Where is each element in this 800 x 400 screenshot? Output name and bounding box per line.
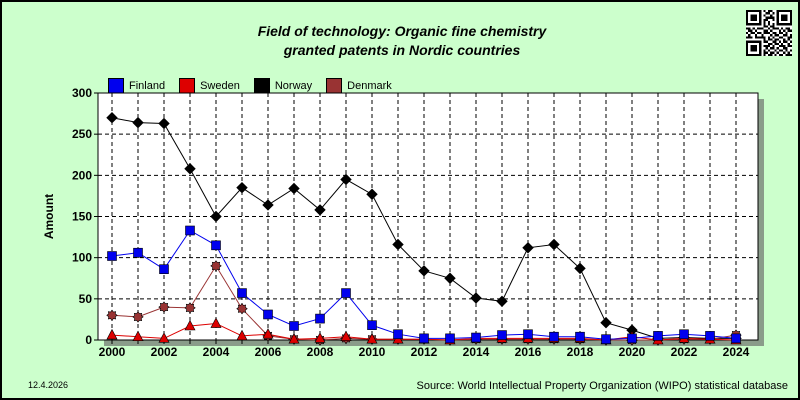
data-point — [185, 225, 195, 236]
data-point — [106, 111, 118, 124]
data-point — [158, 332, 170, 343]
legend-item-sweden: Sweden — [179, 78, 240, 94]
tick-label-y: 200 — [72, 168, 92, 182]
data-point — [496, 295, 508, 308]
data-point — [445, 333, 455, 344]
data-point — [184, 302, 196, 314]
tick-label-x: 2000 — [99, 345, 126, 359]
data-point — [705, 331, 715, 341]
tick-label-x: 2018 — [567, 345, 594, 359]
data-point — [107, 251, 117, 261]
legend-label: Finland — [129, 80, 166, 92]
legend-item-finland: Finland — [108, 78, 165, 94]
qr-code-icon — [746, 10, 792, 56]
data-point — [106, 309, 118, 322]
data-point — [262, 328, 274, 339]
data-point — [470, 292, 482, 304]
data-point — [237, 288, 247, 298]
chart-title-line1: Field of technology: Organic fine chemis… — [257, 23, 547, 39]
data-point — [367, 320, 377, 330]
data-point — [210, 317, 222, 328]
legend-label: Norway — [274, 80, 313, 92]
tick-label-y: 50 — [79, 292, 93, 306]
data-point — [392, 238, 404, 251]
tick-label-y: 300 — [72, 86, 92, 100]
tick-label-y: 100 — [72, 251, 92, 265]
data-point — [184, 319, 196, 331]
data-point — [731, 333, 741, 344]
date-stamp: 12.4.2026 — [28, 380, 69, 390]
data-point — [288, 333, 300, 344]
data-point — [574, 262, 586, 275]
data-point — [262, 199, 274, 211]
data-point — [132, 330, 144, 342]
data-point — [314, 204, 326, 216]
data-point — [159, 264, 169, 274]
tick-label-x: 2016 — [515, 345, 542, 359]
data-point — [158, 117, 170, 130]
tick-label-y: 150 — [72, 210, 92, 224]
tick-label-x: 2002 — [151, 345, 178, 359]
data-point — [132, 116, 144, 129]
legend-label: Sweden — [200, 80, 240, 92]
data-point — [523, 329, 533, 340]
data-point — [133, 247, 143, 258]
data-point — [211, 240, 221, 251]
data-point — [341, 288, 351, 298]
data-point — [315, 313, 325, 324]
data-point — [340, 330, 352, 342]
data-point — [289, 321, 299, 331]
tick-label-x: 2004 — [203, 345, 230, 359]
data-point — [132, 311, 144, 323]
data-point — [497, 330, 507, 340]
axis-label-y: Amount — [42, 194, 56, 239]
data-point — [522, 242, 534, 254]
data-point — [419, 333, 429, 344]
data-point — [106, 328, 118, 340]
tick-label-x: 2006 — [255, 345, 282, 359]
series-finland — [107, 225, 741, 344]
legend-label: Denmark — [347, 80, 392, 92]
data-point — [236, 181, 248, 194]
tick-label-x: 2012 — [411, 345, 438, 359]
chart-title: Field of technology: Organic fine chemis… — [2, 22, 798, 60]
source-note: Source: World Intellectual Property Orga… — [416, 380, 788, 392]
data-point — [366, 188, 378, 200]
data-point — [601, 334, 611, 344]
data-point — [263, 309, 273, 320]
data-point — [184, 163, 196, 175]
data-point — [548, 238, 560, 251]
data-point — [549, 331, 559, 342]
data-point — [653, 331, 663, 341]
data-point — [288, 182, 300, 195]
data-point — [444, 272, 456, 284]
data-point — [210, 210, 222, 223]
tick-label-x: 2008 — [307, 345, 334, 359]
data-point — [158, 301, 170, 313]
tick-label-x: 2010 — [359, 345, 386, 359]
data-point — [679, 329, 689, 340]
tick-label-x: 2014 — [463, 345, 490, 359]
data-point — [236, 329, 248, 341]
tick-label-y: 0 — [85, 333, 92, 347]
data-point — [393, 329, 403, 340]
tick-label-y: 250 — [72, 127, 92, 141]
data-point — [210, 260, 222, 272]
data-point — [340, 173, 352, 186]
tick-label-x: 2024 — [723, 345, 750, 359]
data-point — [366, 333, 378, 344]
data-point — [627, 333, 637, 344]
data-point — [575, 331, 585, 342]
tick-label-x: 2022 — [671, 345, 698, 359]
tick-label-x: 2020 — [619, 345, 646, 359]
data-point — [236, 302, 248, 315]
chart-title-line2: granted patents in Nordic countries — [283, 42, 521, 58]
data-point — [600, 317, 612, 329]
data-point — [418, 265, 430, 277]
data-point — [471, 332, 481, 343]
legend-item-norway: Norway — [253, 78, 313, 94]
data-point — [314, 332, 326, 343]
